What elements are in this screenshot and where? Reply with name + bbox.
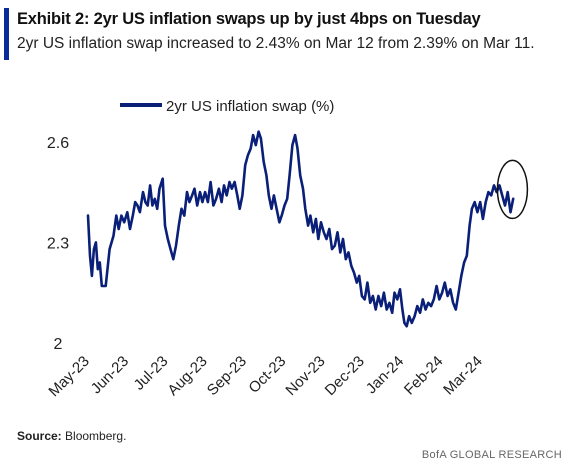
y-tick-label: 2.6 [47,135,69,152]
source-note: Source: Bloomberg. [17,429,126,443]
title-accent-bar [4,8,9,60]
exhibit-title: Exhibit 2: 2yr US inflation swaps up by … [17,10,481,28]
x-tick-label: Sep-23 [204,353,250,399]
source-label: Source: [17,429,62,443]
x-tick-label: Jan-24 [363,353,407,397]
highlight-circle [496,159,529,220]
series-line [86,130,515,328]
y-axis-ticks: 2.6 2.3 2 [47,135,69,353]
y-tick-label: 2.3 [47,235,69,252]
x-axis-ticks: May-23Jun-23Jul-23Aug-23Sep-23Oct-23Nov-… [45,353,485,400]
source-text: Bloomberg. [65,429,127,443]
x-tick-label: Nov-23 [282,353,328,399]
x-tick-label: Oct-23 [245,353,289,397]
x-tick-label: Mar-24 [440,353,486,399]
brand-label: BofA GLOBAL RESEARCH [421,449,562,461]
x-tick-label: Aug-23 [164,353,210,399]
x-tick-label: Dec-23 [322,353,368,399]
exhibit-subtitle: 2yr US inflation swap increased to 2.43%… [17,35,535,52]
x-tick-label: Feb-24 [401,353,447,399]
x-tick-label: Jun-23 [88,353,132,397]
legend-label: 2yr US inflation swap (%) [166,98,334,115]
x-tick-label: May-23 [45,353,92,400]
y-tick-label: 2 [54,336,63,353]
